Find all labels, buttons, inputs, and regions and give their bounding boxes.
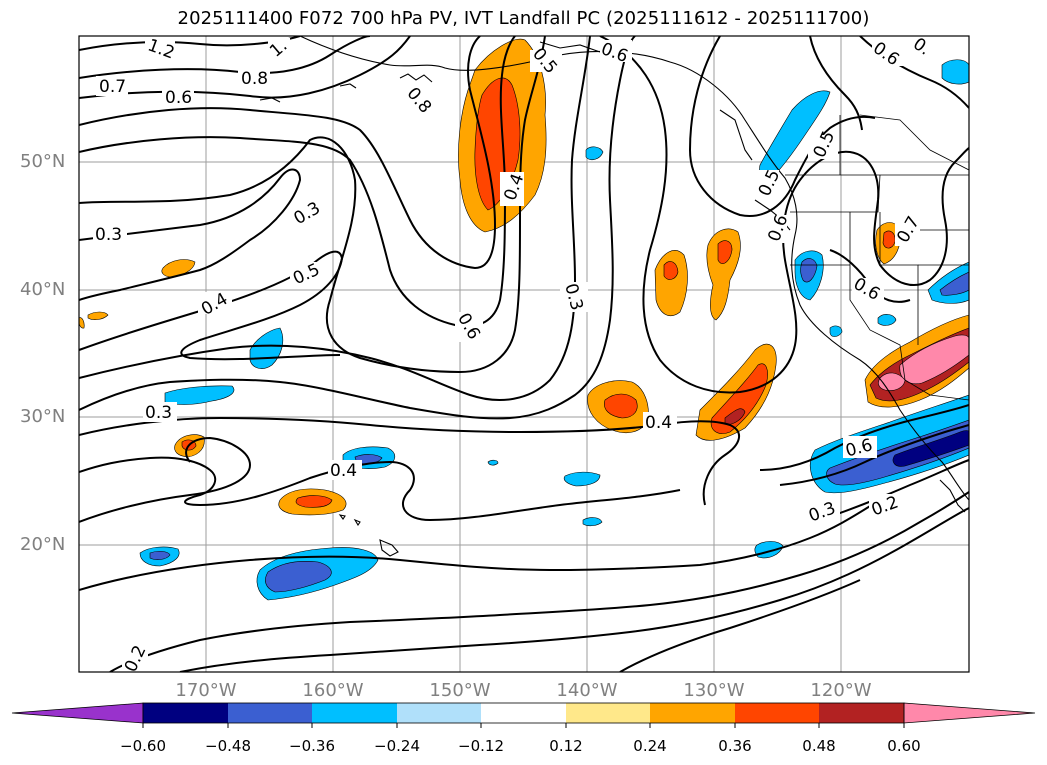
contour-labels: 1.2 1. 0.8 0.7 0.6 0.5 0.6 0.8 0.5 0.6 0… bbox=[93, 36, 934, 672]
contour-label: 0.3 bbox=[95, 225, 122, 245]
contour-label: 0.4 bbox=[330, 461, 357, 481]
lat-label-30n: 30°N bbox=[20, 406, 66, 427]
negative-fill-regions bbox=[139, 59, 969, 601]
colorbar-segment bbox=[228, 703, 312, 723]
colorbar-tick-label: −0.60 bbox=[120, 737, 166, 755]
colorbar-tick-label: 0.60 bbox=[887, 737, 921, 755]
lat-label-40n: 40°N bbox=[20, 279, 66, 300]
colorbar-extend-max bbox=[903, 702, 1036, 724]
colorbar-segment bbox=[397, 703, 481, 723]
colorbar-extend-min bbox=[11, 702, 144, 724]
contour-label: 0.4 bbox=[645, 413, 672, 433]
colorbar-tick-label: −0.48 bbox=[205, 737, 251, 755]
contour-label: 0.6 bbox=[165, 88, 192, 108]
colorbar-tick-label: 0.24 bbox=[633, 737, 667, 755]
colorbar-tick-label: 0.36 bbox=[718, 737, 752, 755]
map-frame bbox=[78, 35, 970, 673]
colorbar-tick-label: 0.12 bbox=[549, 737, 583, 755]
colorbar bbox=[11, 702, 1036, 728]
political-borders bbox=[785, 114, 969, 401]
colorbar-segment bbox=[566, 703, 650, 723]
colorbar-segment bbox=[481, 703, 566, 723]
lat-label-20n: 20°N bbox=[20, 534, 66, 555]
lon-label-130w: 130°W bbox=[683, 680, 745, 701]
colorbar-segment bbox=[735, 703, 819, 723]
lon-label-150w: 150°W bbox=[429, 680, 491, 701]
colorbar-tick-label: −0.36 bbox=[289, 737, 335, 755]
colorbar-segment bbox=[143, 703, 228, 723]
lon-label-140w: 140°W bbox=[556, 680, 618, 701]
chart-title: 2025111400 F072 700 hPa PV, IVT Landfall… bbox=[177, 8, 870, 29]
contour-label: 0.3 bbox=[145, 403, 172, 423]
lon-label-160w: 160°W bbox=[302, 680, 364, 701]
lon-label-120w: 120°W bbox=[810, 680, 872, 701]
colorbar-segment bbox=[650, 703, 735, 723]
contour-label: 0.7 bbox=[99, 77, 126, 97]
colorbar-tick-label: 0.48 bbox=[802, 737, 836, 755]
lat-label-50n: 50°N bbox=[20, 151, 66, 172]
coastlines bbox=[259, 36, 969, 557]
contour-label: 0.8 bbox=[241, 69, 268, 89]
colorbar-segment bbox=[819, 703, 904, 723]
lon-label-170w: 170°W bbox=[175, 680, 237, 701]
colorbar-tick-label: −0.24 bbox=[374, 737, 420, 755]
colorbar-segment bbox=[312, 703, 397, 723]
colorbar-tick-label: −0.12 bbox=[458, 737, 504, 755]
